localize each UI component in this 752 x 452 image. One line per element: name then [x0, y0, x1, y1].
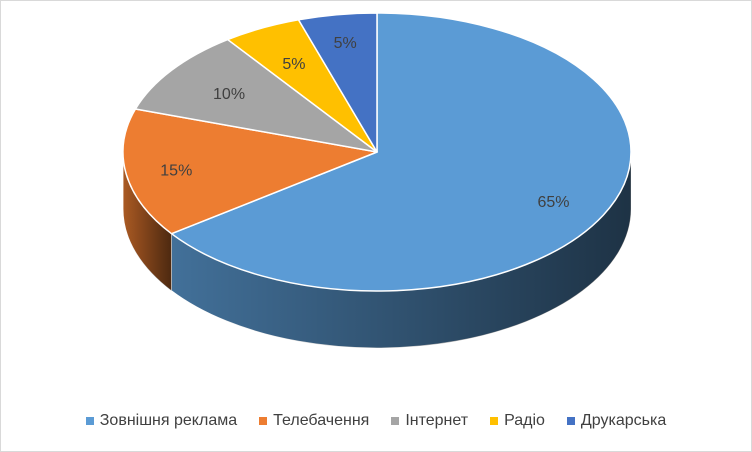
legend-label: Телебачення	[273, 412, 370, 429]
legend-item: Телебачення	[259, 412, 369, 430]
legend-item: Зовнішня реклама	[85, 412, 238, 430]
pie-slice	[134, 38, 378, 153]
legend-swatch	[259, 417, 268, 425]
data-labels: 65% 15% 10% 5% 5%	[160, 35, 569, 211]
slice-value-label: 65%	[538, 194, 570, 211]
legend-label: Інтернет	[405, 412, 469, 429]
slice-value-label: 5%	[334, 35, 357, 52]
pie-slice	[122, 108, 378, 235]
slice-side-shading	[123, 152, 172, 291]
slice-side-shading	[171, 152, 631, 348]
pie-slice	[297, 12, 378, 153]
legend-swatch	[391, 417, 400, 425]
pie-slice	[170, 12, 632, 292]
legend: Зовнішня реклама Телебачення Інтернет Ра…	[1, 409, 751, 433]
legend-item: Інтернет	[391, 412, 468, 430]
slice-value-label: 5%	[282, 56, 305, 73]
slice-value-label: 15%	[160, 162, 192, 179]
legend-item: Друкарська	[566, 412, 667, 430]
slice-value-label: 10%	[213, 86, 245, 103]
legend-label: Зовнішня реклама	[99, 412, 238, 429]
legend-swatch	[490, 417, 499, 425]
legend-item: Радіо	[490, 412, 545, 430]
pie-slices	[122, 12, 632, 292]
legend-label: Радіо	[504, 412, 545, 429]
legend-swatch	[566, 417, 575, 425]
legend-label: Друкарська	[580, 412, 667, 429]
pie-depth	[122, 151, 632, 349]
legend-swatch	[85, 417, 94, 425]
pie-chart: 65% 15% 10% 5% 5%	[122, 12, 632, 349]
